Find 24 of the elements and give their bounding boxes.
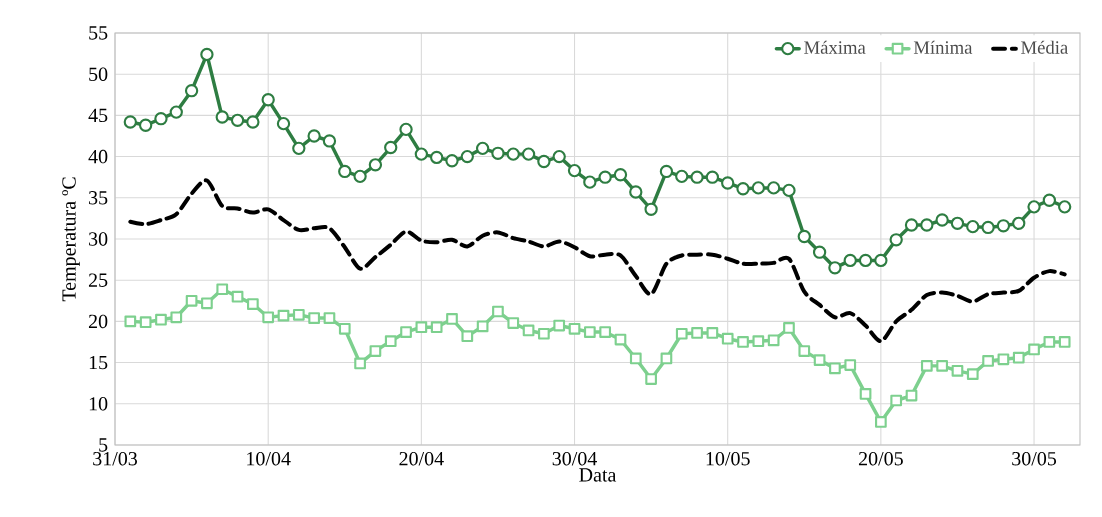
legend-label: Máxima xyxy=(804,40,866,54)
line-series xyxy=(128,178,1067,344)
legend-label: Média xyxy=(1021,40,1068,54)
y-tick-label: 5 xyxy=(99,438,108,452)
x-axis-title: Data xyxy=(579,468,617,482)
y-tick-label: 10 xyxy=(89,397,108,411)
y-tick-label: 35 xyxy=(89,191,108,205)
y-tick-label: 25 xyxy=(88,273,108,287)
y-axis-title: Temperatura ºC xyxy=(62,177,80,302)
y-tick-label: 30 xyxy=(89,232,108,246)
x-tick-label: 31/03 xyxy=(93,451,138,466)
x-tick-label: 30/05 xyxy=(1012,451,1057,466)
y-tick-label: 55 xyxy=(89,26,108,40)
y-tick-label: 15 xyxy=(89,355,108,370)
legend-label: Mínima xyxy=(913,40,973,54)
x-tick-label: 20/05 xyxy=(858,451,903,466)
x-tick-label: 10/05 xyxy=(706,451,750,466)
y-tick-label: 40 xyxy=(88,149,108,164)
y-tick-label: 20 xyxy=(88,314,108,329)
x-tick-label: 30/04 xyxy=(552,451,597,466)
y-tick-label: 50 xyxy=(89,67,108,81)
x-tick-label: 20/04 xyxy=(399,451,444,466)
y-tick-label: 45 xyxy=(88,108,108,123)
x-tick-label: 10/04 xyxy=(247,451,291,466)
